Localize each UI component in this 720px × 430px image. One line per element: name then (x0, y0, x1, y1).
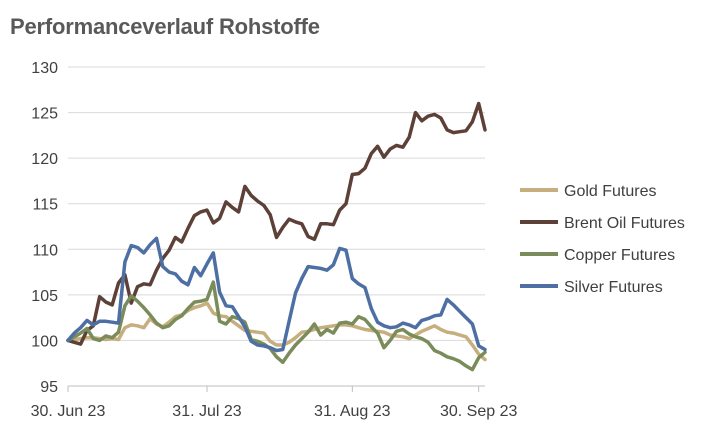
y-tick-label: 115 (32, 197, 58, 214)
chart-title: Performanceverlauf Rohstoffe (10, 14, 320, 39)
series-line-copper-futures (66, 280, 487, 372)
y-tick-label: 95 (40, 379, 58, 396)
series-line-brent-oil-futures (66, 101, 487, 346)
y-tick-label: 130 (31, 60, 58, 77)
y-tick-label: 110 (32, 242, 58, 259)
x-tick-label: 31. Aug 23 (314, 403, 391, 420)
legend-label: Brent Oil Futures (564, 215, 685, 232)
legend-label: Gold Futures (564, 183, 656, 200)
legend: Gold Futures Brent Oil Futures Copper Futu… (520, 183, 685, 296)
x-tick-label: 31. Jul 23 (172, 403, 241, 420)
y-tick-label: 125 (31, 106, 58, 123)
x-tick-label: 30. Sep 23 (440, 403, 518, 420)
axes: 95 100 105 110 115 120 125 130 30. Jun 23 31. Jul… (31, 60, 518, 420)
y-tick-label: 100 (31, 333, 58, 350)
series-lines (66, 101, 487, 372)
series-line-silver-futures (66, 236, 487, 353)
legend-label: Copper Futures (564, 247, 675, 264)
y-tick-label: 120 (31, 151, 58, 168)
x-tick-label: 30. Jun 23 (31, 403, 106, 420)
y-tick-label: 105 (31, 288, 58, 305)
legend-label: Silver Futures (564, 279, 663, 296)
